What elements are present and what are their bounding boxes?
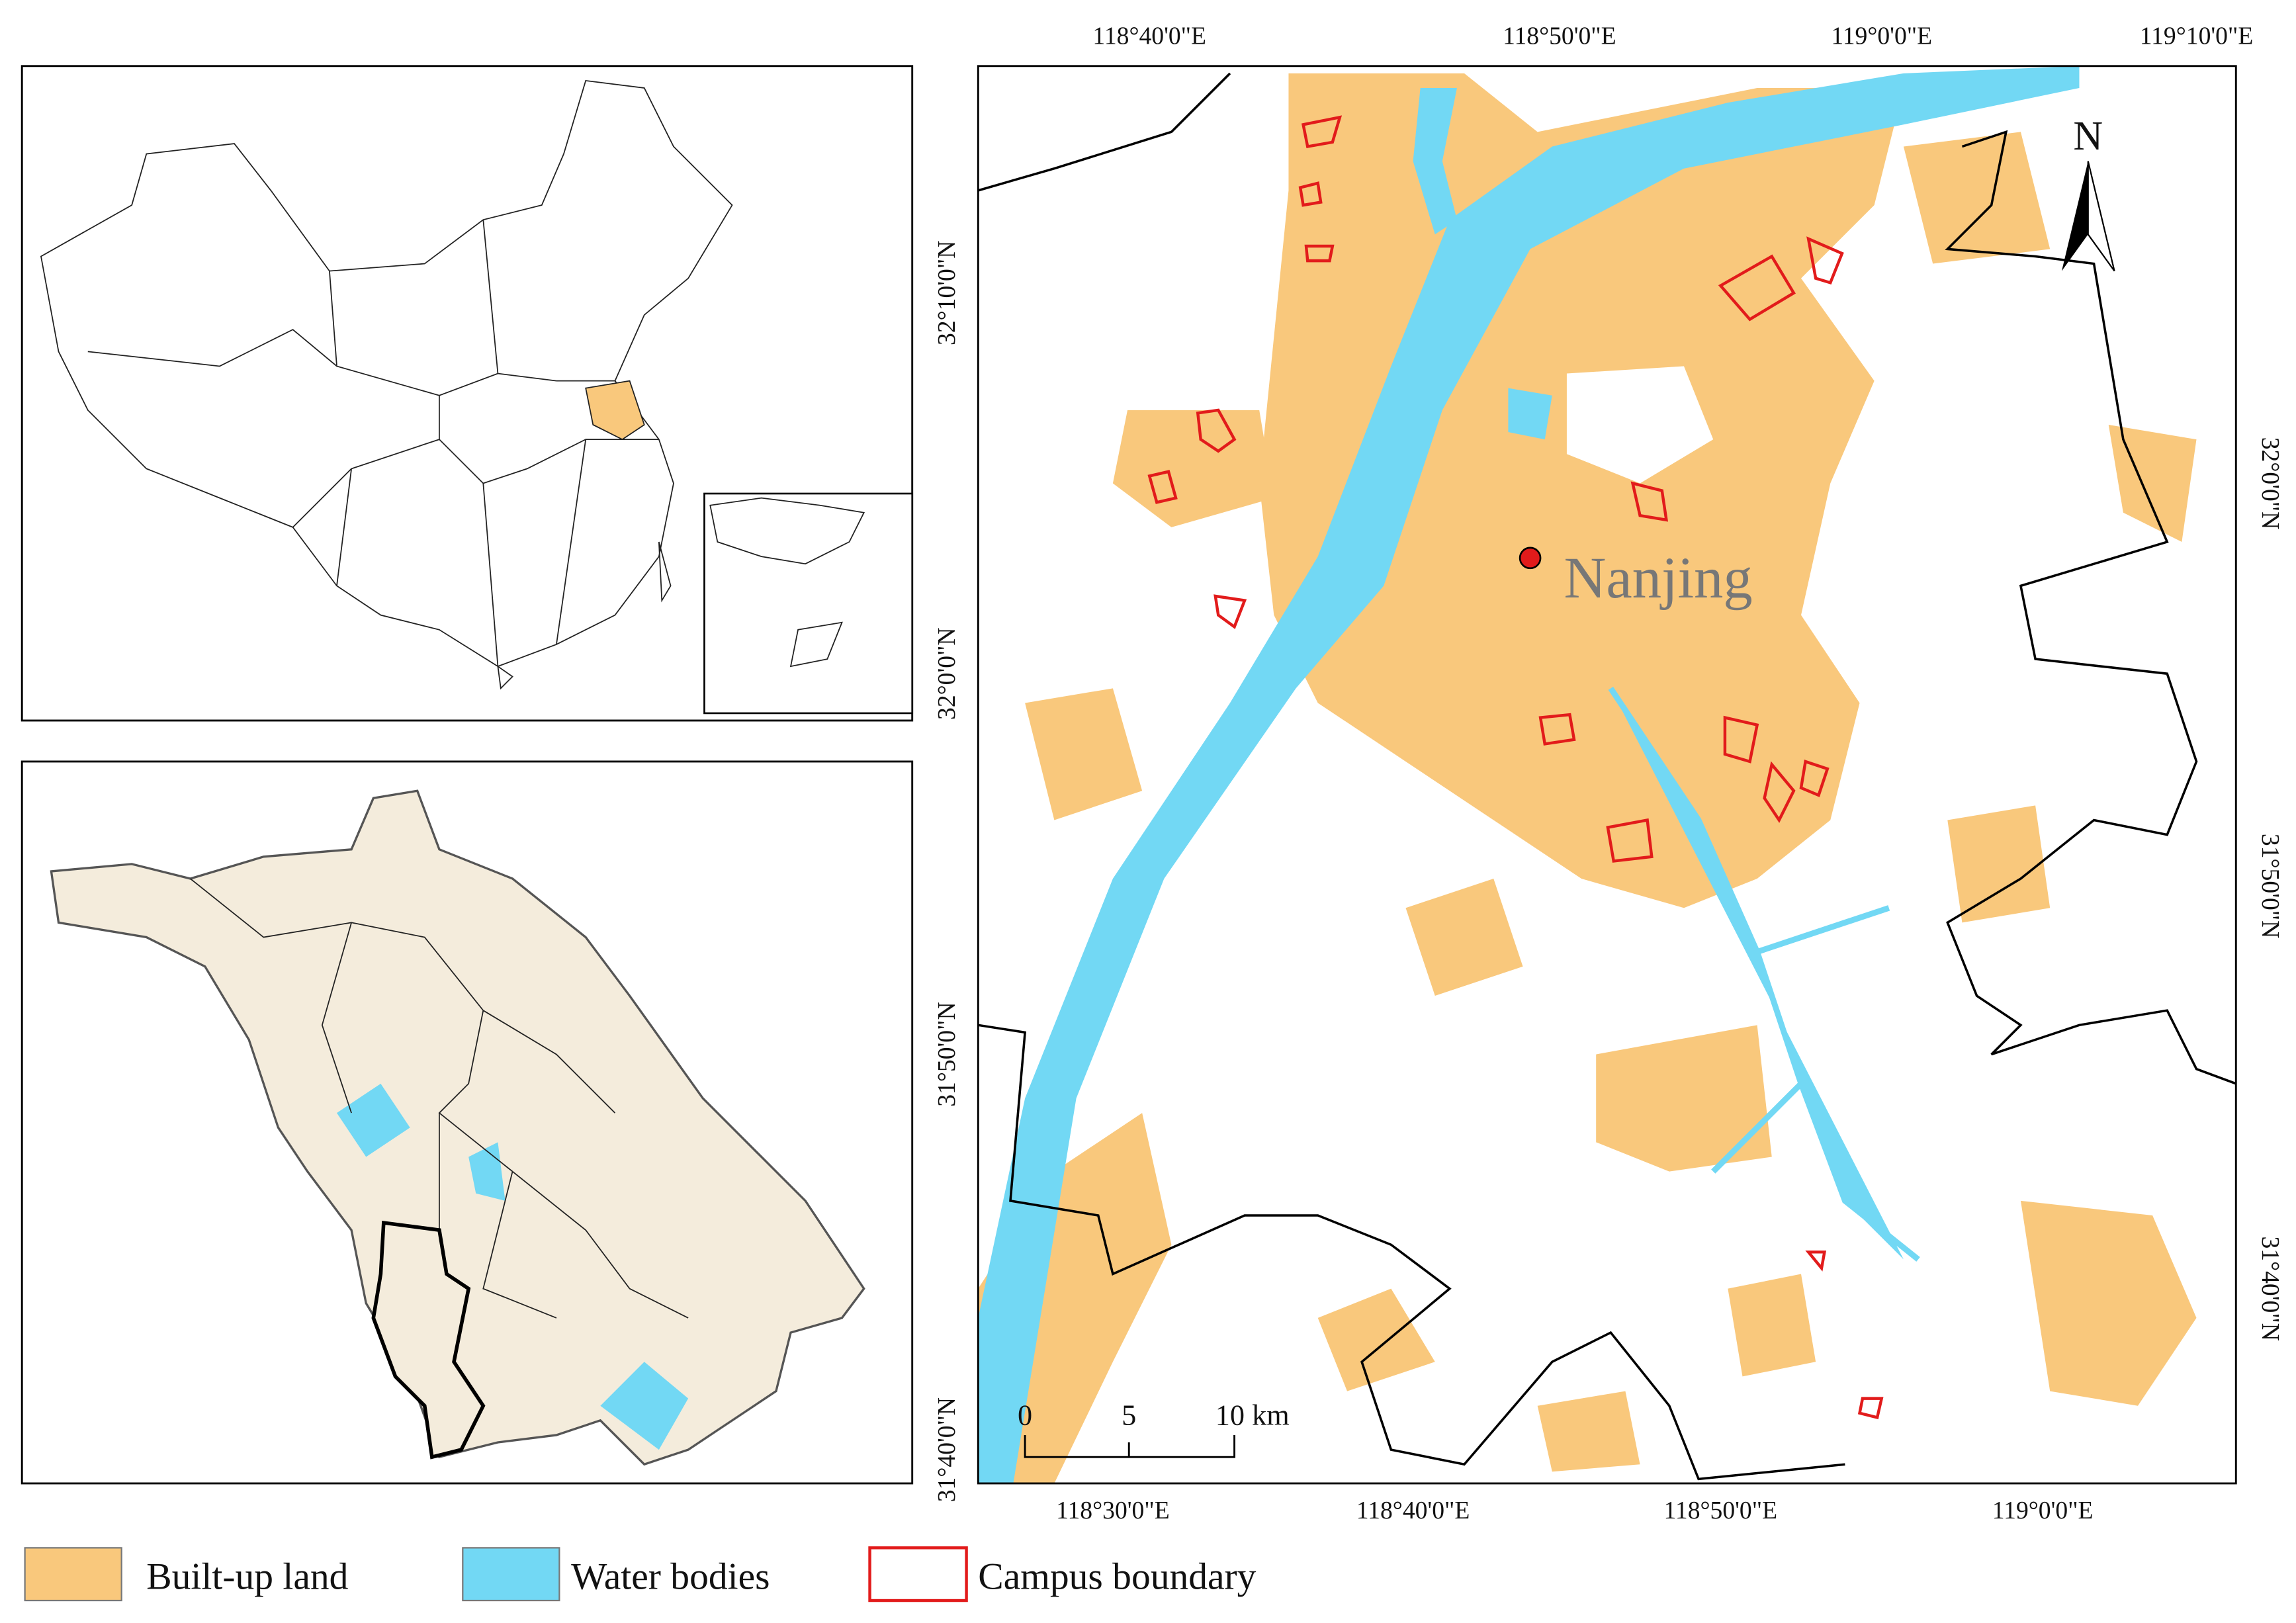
lat-label: 32°0'0"N — [933, 627, 961, 720]
lat-label: 31°40'0"N — [2256, 1236, 2284, 1340]
north-arrow — [2087, 161, 2115, 272]
legend-swatch — [462, 1547, 560, 1602]
lon-label: 118°30'0"E — [1056, 1497, 1170, 1524]
china-map — [21, 65, 914, 722]
main-frame — [977, 65, 2237, 1485]
city-label: Nanjing — [1564, 546, 1752, 611]
legend: Built-up land Water bodies Campus bounda… — [24, 1546, 1257, 1602]
jiangsu-map — [21, 760, 914, 1485]
scale-bar — [1024, 1434, 1236, 1458]
lon-label: 119°0'0"E — [1831, 22, 1932, 50]
legend-label: Built-up land — [146, 1556, 348, 1597]
lat-label: 31°40'0"N — [933, 1397, 961, 1502]
jiangsu-frame — [21, 760, 914, 1485]
legend-swatch — [868, 1546, 968, 1602]
lon-label: 119°0'0"E — [1992, 1497, 2094, 1524]
scale-label: 5 — [1122, 1399, 1136, 1431]
lon-label: 118°50'0"E — [1503, 22, 1616, 50]
legend-label: Water bodies — [571, 1556, 770, 1597]
scale-label: 0 — [1018, 1399, 1032, 1431]
lon-label: 119°10'0"E — [2140, 22, 2254, 50]
legend-swatch — [24, 1547, 122, 1602]
lat-label: 31°50'0"N — [2256, 834, 2284, 938]
lat-label: 32°0'0"N — [2256, 437, 2284, 530]
lon-label: 118°50'0"E — [1663, 1497, 1777, 1524]
scale-label: 10 km — [1215, 1399, 1290, 1431]
lat-label: 32°10'0"N — [933, 241, 961, 345]
legend-label: Campus boundary — [978, 1556, 1256, 1597]
lat-label: 31°50'0"N — [933, 1002, 961, 1106]
north-label: N — [2073, 114, 2103, 159]
lon-label: 118°40'0"E — [1092, 22, 1206, 50]
china-frame — [21, 65, 914, 722]
city-marker — [1519, 547, 1542, 570]
main-map: Nanjing N — [977, 65, 2237, 1485]
lon-label: 118°40'0"E — [1356, 1497, 1470, 1524]
